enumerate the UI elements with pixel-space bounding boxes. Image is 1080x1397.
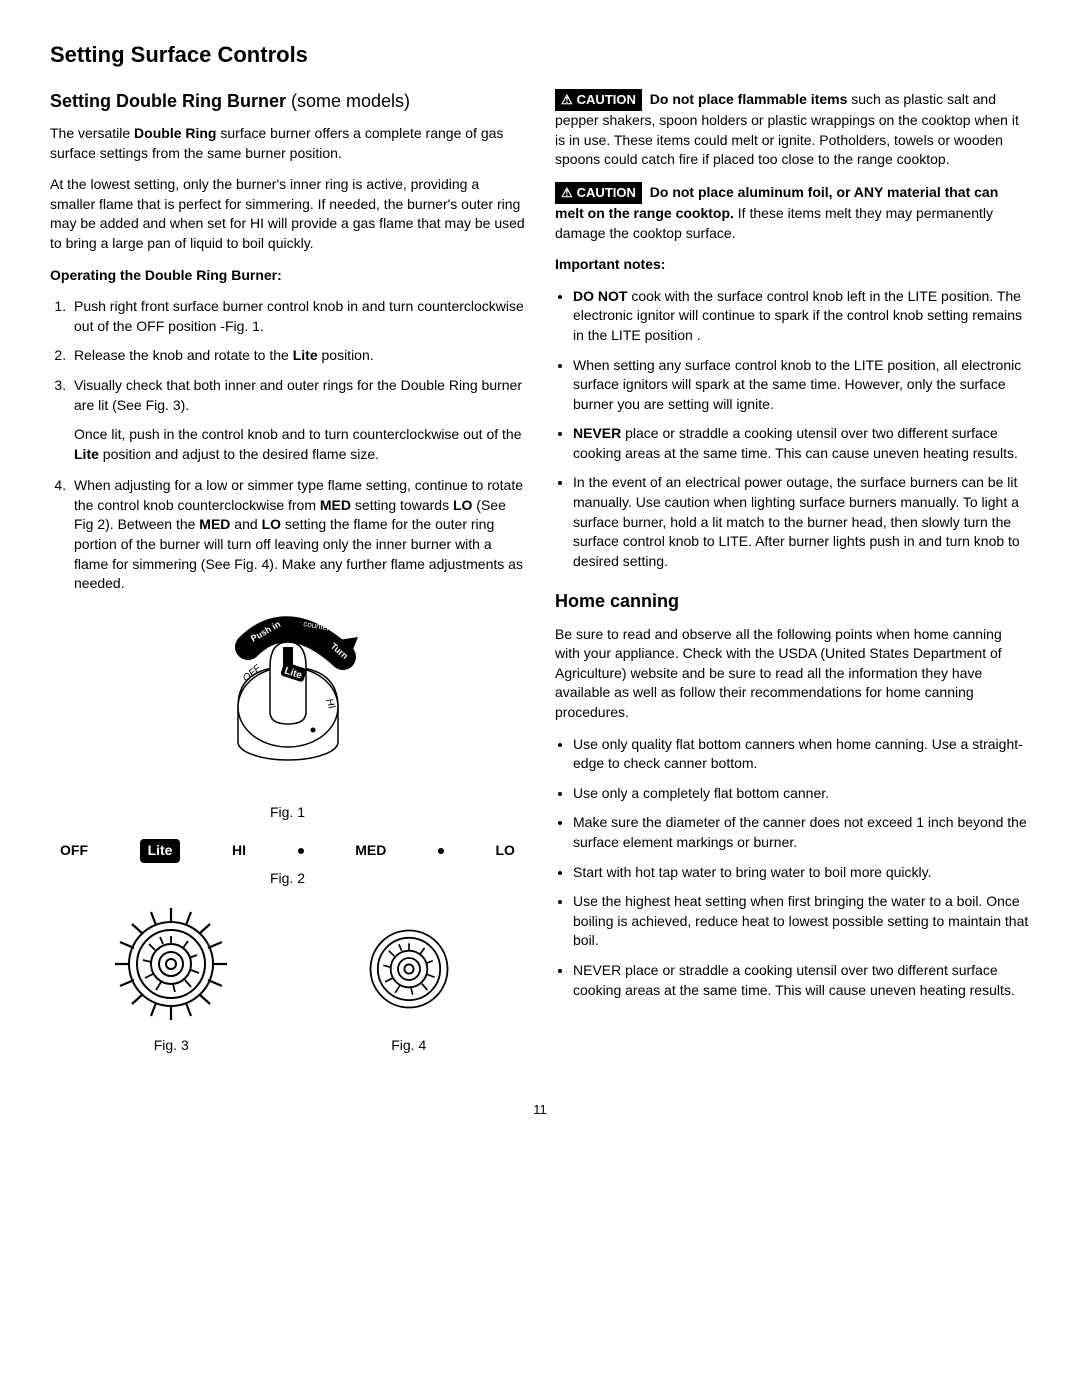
figure-1: Push in counterclockwise Turn OFF Lite H… — [50, 612, 525, 823]
note-4: In the event of an electrical power outa… — [573, 473, 1030, 571]
note-3: NEVER place or straddle a cooking utensi… — [573, 424, 1030, 463]
text: position and adjust to the desired flame… — [99, 446, 379, 462]
scale-dot-icon — [438, 848, 444, 854]
text: Visually check that both inner and outer… — [74, 377, 522, 413]
canning-item: Use the highest heat setting when first … — [573, 892, 1030, 951]
canning-item: Use only quality flat bottom canners whe… — [573, 735, 1030, 774]
right-column: CAUTION Do not place flammable items suc… — [555, 89, 1030, 1072]
text: position. — [318, 347, 374, 363]
note-1: DO NOT cook with the surface control kno… — [573, 287, 1030, 346]
caution-label-icon: CAUTION — [555, 182, 642, 204]
fig1-caption: Fig. 1 — [50, 803, 525, 823]
text: Once lit, push in the control knob and t… — [74, 426, 521, 442]
burner-inner-only-icon — [354, 914, 464, 1024]
home-canning-heading: Home canning — [555, 589, 1030, 614]
text-bold: Lite — [293, 347, 318, 363]
fig3-caption: Fig. 3 — [111, 1036, 231, 1056]
text-bold: MED — [320, 497, 351, 513]
text-bold: MED — [199, 516, 230, 532]
important-notes-list: DO NOT cook with the surface control kno… — [555, 287, 1030, 572]
step-2: Release the knob and rotate to the Lite … — [70, 346, 525, 366]
caution-2: CAUTION Do not place aluminum foil, or A… — [555, 182, 1030, 243]
text: The versatile — [50, 125, 134, 141]
scale-med: MED — [355, 841, 386, 861]
figure-4: Fig. 4 — [354, 914, 464, 1071]
step-1: Push right front surface burner control … — [70, 297, 525, 336]
burner-outer-inner-icon — [111, 904, 231, 1024]
section-heading-double-ring: Setting Double Ring Burner (some models) — [50, 89, 525, 114]
step-4: When adjusting for a low or simmer type … — [70, 476, 525, 594]
canning-item: Start with hot tap water to bring water … — [573, 863, 1030, 883]
text: place or straddle a cooking utensil over… — [573, 425, 1018, 461]
heading-light: (some models) — [286, 91, 410, 111]
caution-label-icon: CAUTION — [555, 89, 642, 111]
steps-list: Push right front surface burner control … — [50, 297, 525, 594]
step-3-sub: Once lit, push in the control knob and t… — [74, 425, 525, 464]
two-column-layout: Setting Double Ring Burner (some models)… — [50, 89, 1030, 1072]
text-bold: LO — [453, 497, 472, 513]
important-notes-heading: Important notes: — [555, 255, 1030, 275]
text-bold: Do not place flammable items — [650, 91, 848, 107]
scale-dot-icon — [298, 848, 304, 854]
text: setting towards — [351, 497, 453, 513]
text-bold: Double Ring — [134, 125, 216, 141]
figure-3: Fig. 3 — [111, 904, 231, 1071]
scale-hi: HI — [232, 841, 246, 861]
intro-paragraph-2: At the lowest setting, only the burner's… — [50, 175, 525, 253]
text-bold: Lite — [74, 446, 99, 462]
canning-intro: Be sure to read and observe all the foll… — [555, 625, 1030, 723]
scale-lo: LO — [495, 841, 514, 861]
figures-3-4: Fig. 3 Fig. 4 — [50, 904, 525, 1071]
fig4-caption: Fig. 4 — [354, 1036, 464, 1056]
figure-2: OFF Lite HI MED LO Fig. 2 — [50, 839, 525, 888]
canning-item: Make sure the diameter of the canner doe… — [573, 813, 1030, 852]
heading-bold: Setting Double Ring Burner — [50, 91, 286, 111]
caution-1: CAUTION Do not place flammable items suc… — [555, 89, 1030, 170]
fig2-scale: OFF Lite HI MED LO — [50, 839, 525, 863]
text-bold: NEVER — [573, 425, 621, 441]
scale-off: OFF — [60, 841, 88, 861]
scale-lite: Lite — [140, 839, 181, 863]
intro-paragraph-1: The versatile Double Ring surface burner… — [50, 124, 525, 163]
step-3: Visually check that both inner and outer… — [70, 376, 525, 464]
fig2-caption: Fig. 2 — [50, 869, 525, 889]
operating-heading: Operating the Double Ring Burner: — [50, 266, 525, 286]
text: and — [230, 516, 261, 532]
canning-item: NEVER place or straddle a cooking utensi… — [573, 961, 1030, 1000]
text-bold: LO — [262, 516, 281, 532]
knob-diagram-icon: Push in counterclockwise Turn OFF Lite H… — [198, 612, 378, 792]
text-bold: DO NOT — [573, 288, 627, 304]
text: cook with the surface control knob left … — [573, 288, 1022, 343]
text: Release the knob and rotate to the — [74, 347, 293, 363]
left-column: Setting Double Ring Burner (some models)… — [50, 89, 525, 1072]
canning-item: Use only a completely flat bottom canner… — [573, 784, 1030, 804]
page-number: 11 — [50, 1101, 1030, 1119]
note-2: When setting any surface control knob to… — [573, 356, 1030, 415]
canning-list: Use only quality flat bottom canners whe… — [555, 735, 1030, 1001]
page-title: Setting Surface Controls — [50, 40, 1030, 71]
